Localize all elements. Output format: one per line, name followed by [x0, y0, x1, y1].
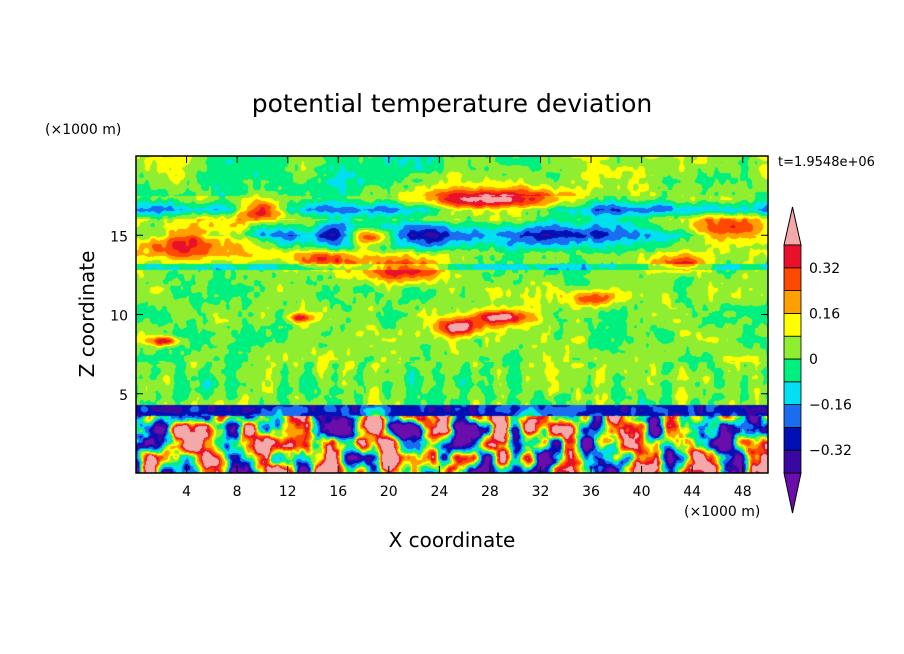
x-unit-label: (×1000 m) — [684, 504, 760, 520]
x-tick-label: 16 — [329, 484, 347, 500]
colorbar-tick-label: 0.32 — [809, 261, 840, 277]
colorbar-extend-low — [783, 472, 802, 514]
y-axis-title: Z coordinate — [75, 251, 99, 378]
colorbar-swatch — [783, 290, 802, 314]
x-tick-label: 44 — [683, 484, 701, 500]
x-axis: 4 8 12 16 20 24 28 32 36 40 44 48 — [182, 156, 752, 500]
x-tick-label: 12 — [279, 484, 297, 500]
colorbar-swatch — [783, 404, 802, 428]
x-tick-label: 48 — [734, 484, 752, 500]
heatmap-field — [136, 156, 768, 473]
colorbar-swatch — [783, 449, 802, 474]
colorbar-tick-label: 0 — [809, 352, 818, 368]
x-tick-label: 40 — [633, 484, 651, 500]
y-tick-label: 5 — [119, 388, 128, 404]
x-tick-label: 36 — [582, 484, 600, 500]
colorbar-swatch — [783, 358, 802, 383]
colorbar-tick-label: 0.16 — [809, 306, 840, 322]
y-tick-label: 15 — [110, 229, 128, 245]
colorbar-swatch — [783, 312, 802, 337]
time-label: t=1.9548e+06 — [778, 155, 875, 170]
x-tick-label: 28 — [481, 484, 499, 500]
y-tick-label: 10 — [110, 309, 128, 325]
heatmap-image — [136, 156, 768, 473]
colorbar-swatch — [783, 381, 802, 405]
chart-title: potential temperature deviation — [252, 89, 652, 118]
colorbar-swatch — [783, 267, 802, 291]
colorbar-swatch — [783, 426, 802, 451]
x-tick-label: 20 — [380, 484, 398, 500]
colorbar-swatch — [783, 335, 802, 360]
x-tick-label: 32 — [532, 484, 550, 500]
x-tick-label: 4 — [182, 484, 191, 500]
y-axis: 5 10 15 — [110, 229, 768, 404]
colorbar-swatch — [783, 244, 802, 269]
x-axis-title: X coordinate — [389, 528, 516, 552]
colorbar-extend-high — [783, 206, 802, 246]
y-unit-label: (×1000 m) — [45, 122, 121, 138]
colorbar-tick-label: −0.16 — [809, 398, 852, 414]
colorbar-tick-label: −0.32 — [809, 443, 852, 459]
x-tick-label: 8 — [233, 484, 242, 500]
colorbar: 0.32 0.16 0 −0.16 −0.32 — [783, 206, 852, 514]
x-tick-label: 24 — [430, 484, 448, 500]
